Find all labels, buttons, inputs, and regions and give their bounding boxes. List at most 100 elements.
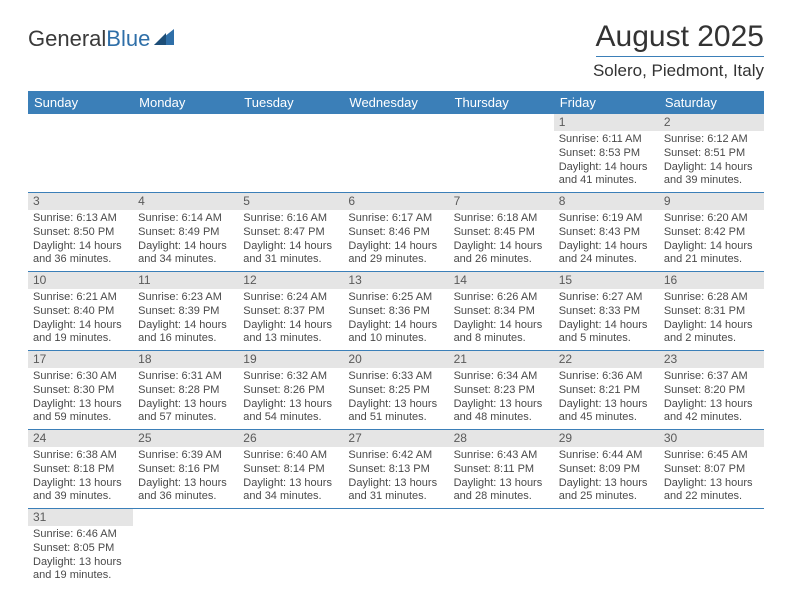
day-number: 24	[28, 430, 133, 447]
sunrise-line: Sunrise: 6:43 AM	[454, 449, 549, 463]
sunset-line: Sunset: 8:37 PM	[243, 305, 338, 319]
calendar-cell: 20Sunrise: 6:33 AMSunset: 8:25 PMDayligh…	[343, 351, 448, 430]
calendar-cell: 14Sunrise: 6:26 AMSunset: 8:34 PMDayligh…	[449, 272, 554, 351]
day-number: 29	[554, 430, 659, 447]
day-number: 12	[238, 272, 343, 289]
day-number: 7	[449, 193, 554, 210]
day-number: 17	[28, 351, 133, 368]
day-number: 10	[28, 272, 133, 289]
calendar-cell: 15Sunrise: 6:27 AMSunset: 8:33 PMDayligh…	[554, 272, 659, 351]
calendar-cell: 4Sunrise: 6:14 AMSunset: 8:49 PMDaylight…	[133, 193, 238, 272]
daylight-line: Daylight: 13 hours and 19 minutes.	[33, 556, 128, 584]
calendar-cell: 6Sunrise: 6:17 AMSunset: 8:46 PMDaylight…	[343, 193, 448, 272]
day-body: Sunrise: 6:19 AMSunset: 8:43 PMDaylight:…	[554, 210, 659, 271]
sunrise-line: Sunrise: 6:27 AM	[559, 291, 654, 305]
calendar-table: Sunday Monday Tuesday Wednesday Thursday…	[28, 91, 764, 587]
sunset-line: Sunset: 8:31 PM	[664, 305, 759, 319]
calendar-cell: 11Sunrise: 6:23 AMSunset: 8:39 PMDayligh…	[133, 272, 238, 351]
calendar-cell: 30Sunrise: 6:45 AMSunset: 8:07 PMDayligh…	[659, 430, 764, 509]
sunrise-line: Sunrise: 6:23 AM	[138, 291, 233, 305]
sunrise-line: Sunrise: 6:16 AM	[243, 212, 338, 226]
sunset-line: Sunset: 8:46 PM	[348, 226, 443, 240]
daylight-line: Daylight: 14 hours and 24 minutes.	[559, 240, 654, 268]
calendar-cell: 28Sunrise: 6:43 AMSunset: 8:11 PMDayligh…	[449, 430, 554, 509]
sunrise-line: Sunrise: 6:18 AM	[454, 212, 549, 226]
calendar-row: 10Sunrise: 6:21 AMSunset: 8:40 PMDayligh…	[28, 272, 764, 351]
calendar-cell: 9Sunrise: 6:20 AMSunset: 8:42 PMDaylight…	[659, 193, 764, 272]
sunset-line: Sunset: 8:05 PM	[33, 542, 128, 556]
daylight-line: Daylight: 13 hours and 34 minutes.	[243, 477, 338, 505]
weekday-header: Sunday	[28, 91, 133, 114]
sunrise-line: Sunrise: 6:38 AM	[33, 449, 128, 463]
sunrise-line: Sunrise: 6:24 AM	[243, 291, 338, 305]
day-number: 27	[343, 430, 448, 447]
day-body: Sunrise: 6:34 AMSunset: 8:23 PMDaylight:…	[449, 368, 554, 429]
daylight-line: Daylight: 13 hours and 28 minutes.	[454, 477, 549, 505]
sunrise-line: Sunrise: 6:28 AM	[664, 291, 759, 305]
sunrise-line: Sunrise: 6:33 AM	[348, 370, 443, 384]
sunset-line: Sunset: 8:09 PM	[559, 463, 654, 477]
weekday-header: Tuesday	[238, 91, 343, 114]
day-body: Sunrise: 6:25 AMSunset: 8:36 PMDaylight:…	[343, 289, 448, 350]
sunrise-line: Sunrise: 6:36 AM	[559, 370, 654, 384]
daylight-line: Daylight: 14 hours and 21 minutes.	[664, 240, 759, 268]
day-body: Sunrise: 6:40 AMSunset: 8:14 PMDaylight:…	[238, 447, 343, 508]
day-body: Sunrise: 6:17 AMSunset: 8:46 PMDaylight:…	[343, 210, 448, 271]
daylight-line: Daylight: 13 hours and 39 minutes.	[33, 477, 128, 505]
day-number: 21	[449, 351, 554, 368]
sunset-line: Sunset: 8:50 PM	[33, 226, 128, 240]
sunset-line: Sunset: 8:21 PM	[559, 384, 654, 398]
day-body: Sunrise: 6:20 AMSunset: 8:42 PMDaylight:…	[659, 210, 764, 271]
logo-text-1: General	[28, 26, 106, 51]
daylight-line: Daylight: 14 hours and 31 minutes.	[243, 240, 338, 268]
day-number: 13	[343, 272, 448, 289]
day-body: Sunrise: 6:26 AMSunset: 8:34 PMDaylight:…	[449, 289, 554, 350]
daylight-line: Daylight: 14 hours and 39 minutes.	[664, 161, 759, 189]
day-body: Sunrise: 6:30 AMSunset: 8:30 PMDaylight:…	[28, 368, 133, 429]
sunset-line: Sunset: 8:14 PM	[243, 463, 338, 477]
weekday-header-row: Sunday Monday Tuesday Wednesday Thursday…	[28, 91, 764, 114]
sunset-line: Sunset: 8:36 PM	[348, 305, 443, 319]
day-body: Sunrise: 6:21 AMSunset: 8:40 PMDaylight:…	[28, 289, 133, 350]
calendar-row: 17Sunrise: 6:30 AMSunset: 8:30 PMDayligh…	[28, 351, 764, 430]
calendar-cell: 10Sunrise: 6:21 AMSunset: 8:40 PMDayligh…	[28, 272, 133, 351]
sunrise-line: Sunrise: 6:45 AM	[664, 449, 759, 463]
day-number: 5	[238, 193, 343, 210]
sunrise-line: Sunrise: 6:39 AM	[138, 449, 233, 463]
sunset-line: Sunset: 8:45 PM	[454, 226, 549, 240]
sunset-line: Sunset: 8:11 PM	[454, 463, 549, 477]
day-number: 19	[238, 351, 343, 368]
weekday-header: Thursday	[449, 91, 554, 114]
sunset-line: Sunset: 8:34 PM	[454, 305, 549, 319]
day-number: 28	[449, 430, 554, 447]
day-number: 6	[343, 193, 448, 210]
day-body: Sunrise: 6:23 AMSunset: 8:39 PMDaylight:…	[133, 289, 238, 350]
day-body: Sunrise: 6:11 AMSunset: 8:53 PMDaylight:…	[554, 131, 659, 192]
calendar-cell: 24Sunrise: 6:38 AMSunset: 8:18 PMDayligh…	[28, 430, 133, 509]
calendar-cell: 19Sunrise: 6:32 AMSunset: 8:26 PMDayligh…	[238, 351, 343, 430]
day-number: 14	[449, 272, 554, 289]
daylight-line: Daylight: 13 hours and 42 minutes.	[664, 398, 759, 426]
sunset-line: Sunset: 8:40 PM	[33, 305, 128, 319]
sunset-line: Sunset: 8:30 PM	[33, 384, 128, 398]
day-number: 30	[659, 430, 764, 447]
daylight-line: Daylight: 14 hours and 19 minutes.	[33, 319, 128, 347]
day-number: 26	[238, 430, 343, 447]
calendar-cell: 27Sunrise: 6:42 AMSunset: 8:13 PMDayligh…	[343, 430, 448, 509]
day-body: Sunrise: 6:39 AMSunset: 8:16 PMDaylight:…	[133, 447, 238, 508]
day-body: Sunrise: 6:42 AMSunset: 8:13 PMDaylight:…	[343, 447, 448, 508]
daylight-line: Daylight: 13 hours and 22 minutes.	[664, 477, 759, 505]
day-number: 15	[554, 272, 659, 289]
day-body: Sunrise: 6:27 AMSunset: 8:33 PMDaylight:…	[554, 289, 659, 350]
day-body: Sunrise: 6:12 AMSunset: 8:51 PMDaylight:…	[659, 131, 764, 192]
sunset-line: Sunset: 8:51 PM	[664, 147, 759, 161]
day-number: 16	[659, 272, 764, 289]
day-body: Sunrise: 6:43 AMSunset: 8:11 PMDaylight:…	[449, 447, 554, 508]
location: Solero, Piedmont, Italy	[593, 61, 764, 81]
calendar-cell: 7Sunrise: 6:18 AMSunset: 8:45 PMDaylight…	[449, 193, 554, 272]
calendar-row: 1Sunrise: 6:11 AMSunset: 8:53 PMDaylight…	[28, 114, 764, 193]
daylight-line: Daylight: 14 hours and 36 minutes.	[33, 240, 128, 268]
sunset-line: Sunset: 8:20 PM	[664, 384, 759, 398]
daylight-line: Daylight: 14 hours and 29 minutes.	[348, 240, 443, 268]
daylight-line: Daylight: 14 hours and 41 minutes.	[559, 161, 654, 189]
